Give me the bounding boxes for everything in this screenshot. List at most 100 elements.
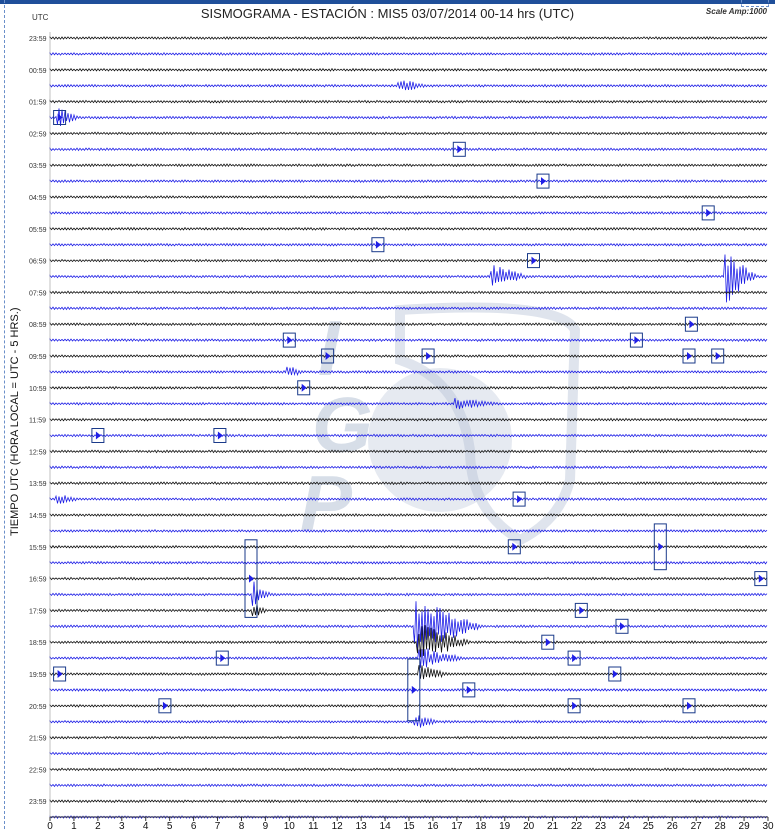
pick-marker-arrow [162,701,168,710]
pick-marker-arrow [687,352,692,360]
watermark-letter: G [312,381,373,469]
row-time-label: 23:59 [29,799,47,806]
pick-marker-box [53,666,67,682]
x-tick-label: 3 [119,821,125,829]
trace-line [49,306,768,311]
x-tick-label: 25 [643,821,655,829]
trace-line [49,258,768,263]
pick-marker-arrow [658,542,664,551]
trace-line [49,576,768,581]
trace-line [49,179,768,184]
trace-line [49,99,768,104]
x-tick-label: 10 [284,821,296,829]
x-tick-label: 27 [691,821,703,829]
trace-line [49,528,768,533]
trace-line [49,354,768,358]
pick-marker-box [244,539,258,618]
trace-line [49,735,768,740]
trace-line [49,604,768,616]
trace-line [49,321,768,327]
row-time-label: 17:59 [29,608,47,615]
trace-line [49,601,768,651]
row-time-label: 23:59 [29,36,47,43]
pick-marker-box [608,666,622,682]
pick-marker-box [213,428,227,443]
row-time-label: 18:59 [29,640,47,647]
pick-marker-box [615,618,629,634]
x-tick-label: 1 [71,821,77,829]
trace-line [49,210,768,215]
row-time-label: 03:59 [29,163,47,170]
trace-line [49,254,768,303]
row-time-label: 12:59 [29,449,47,456]
x-tick-label: 21 [547,821,559,829]
x-tick-label: 12 [332,821,344,829]
x-tick-label: 6 [191,821,197,829]
pick-marker-box [653,523,667,571]
x-tick-label: 18 [475,821,487,829]
pick-marker-arrow [95,431,101,440]
x-tick-label: 28 [715,821,727,829]
trace-line [49,108,768,127]
pick-marker-box [452,141,466,157]
pick-marker-arrow [531,256,537,265]
pick-marker-arrow [57,113,63,122]
left-dashed-border [4,0,5,829]
pick-marker-arrow [689,320,695,329]
row-time-label: 00:59 [29,68,47,75]
trace-line [49,481,768,486]
row-time-label: 06:59 [29,259,47,266]
trace-line [49,767,768,772]
pick-marker-box [536,173,550,189]
pick-marker-arrow [620,622,625,631]
row-time-label: 07:59 [29,290,47,297]
trace-line [49,665,768,680]
x-tick-label: 23 [595,821,607,829]
pick-marker-arrow [375,240,381,249]
pick-marker-arrow [579,606,585,615]
trace-line [49,544,768,549]
trace-line [49,35,768,40]
pick-marker-arrow [466,685,472,694]
pick-marker-box [629,332,643,348]
trace-line [49,290,768,295]
pick-marker-arrow [512,542,518,551]
pick-marker-arrow [758,574,764,583]
pick-marker-arrow [220,654,226,663]
pick-marker-arrow [426,352,432,360]
trace-line [49,449,768,454]
pick-marker-box [682,698,696,714]
trace-line [49,625,768,658]
trace-line [49,751,768,756]
trace-line [49,494,768,504]
trace-line [49,226,768,231]
utc-label: UTC [32,13,49,22]
trace-line [49,242,768,247]
pick-marker-arrow [634,336,640,345]
watermark-globe [368,368,512,512]
pick-marker-box [711,348,725,364]
pick-marker-arrow [687,701,692,710]
x-tick-label: 5 [167,821,173,829]
top-border [0,0,775,4]
trace-line [49,581,768,606]
trace-line [49,783,768,788]
trace-line [49,366,768,377]
watermark-letter: P [300,459,353,547]
pick-marker-arrow [301,383,307,392]
trace-line [49,703,768,708]
pick-marker-arrow [411,685,417,694]
row-time-label: 21:59 [29,736,47,743]
trace-line [49,146,768,152]
corner-box [741,0,769,7]
pick-marker-arrow [545,638,551,647]
row-labels: 23:59 00:59 01:59 02:59 03:59 04:59 05:59 06:59… [29,36,47,806]
pick-marker-arrow [612,670,618,678]
x-tick-label: 14 [380,821,392,829]
row-time-label: 22:59 [29,767,47,774]
trace-line [49,194,768,199]
trace-line [49,337,768,343]
x-tick-label: 17 [451,821,463,829]
x-tick-label: 22 [571,821,583,829]
